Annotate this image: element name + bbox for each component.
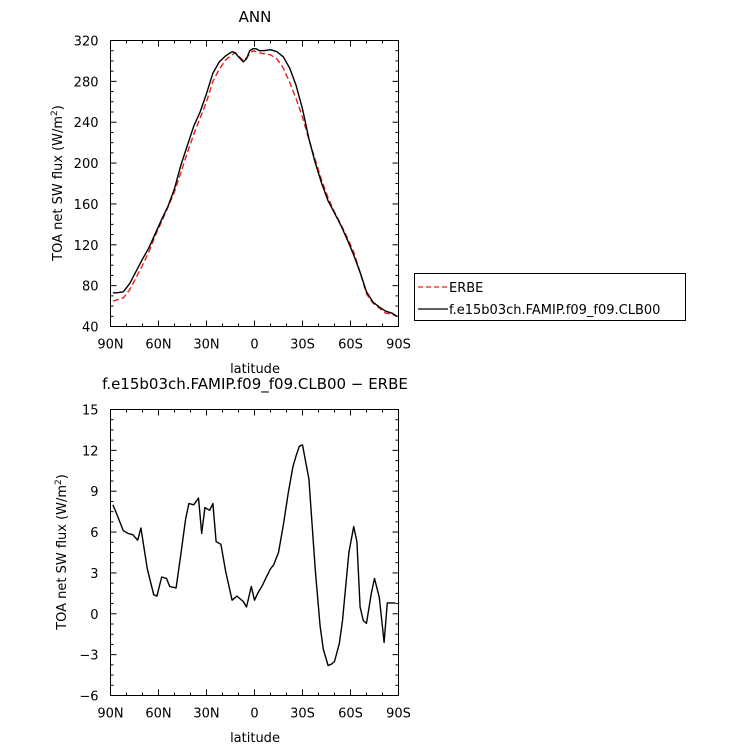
bottom-x-tick-label: 60N bbox=[145, 707, 171, 722]
top-x-tick-label: 90N bbox=[97, 338, 123, 353]
top-x-tick-label: 0 bbox=[250, 338, 258, 353]
top-y-tick-label: 200 bbox=[74, 157, 99, 172]
bottom-x-tick-label: 60S bbox=[338, 707, 363, 722]
top-x-tick-label: 60N bbox=[145, 338, 171, 353]
top-series-lines bbox=[112, 48, 398, 317]
top-y-axis-label: TOA net SW flux (W/m2) bbox=[50, 105, 66, 262]
bottom-x-axis-label: latitude bbox=[230, 731, 280, 746]
bottom-plot-frame bbox=[110, 409, 399, 696]
bottom-x-tick-label: 0 bbox=[250, 707, 258, 722]
bottom-x-tick-label: 30N bbox=[193, 707, 219, 722]
top-series-line-erbe bbox=[112, 50, 398, 317]
top-y-tick-label: 280 bbox=[74, 75, 99, 90]
bottom-y-tick-label: 12 bbox=[82, 444, 99, 459]
top-x-tick-label: 90S bbox=[386, 338, 411, 353]
bottom-series-lines bbox=[112, 444, 396, 667]
bottom-y-tick-label: −6 bbox=[79, 690, 98, 705]
legend-label-model: f.e15b03ch.FAMIP.f09_f09.CLB00 bbox=[449, 303, 660, 318]
bottom-x-ticks: 90N 60N 30N 0 30S 60S 90S bbox=[97, 409, 411, 722]
top-y-tick-label: 240 bbox=[74, 116, 99, 131]
bottom-y-ticks: −6 −3 0 3 6 9 12 15 bbox=[79, 404, 399, 705]
top-x-tick-label: 60S bbox=[338, 338, 363, 353]
bottom-y-axis-label: TOA net SW flux (W/m2) bbox=[54, 474, 70, 631]
bottom-x-tick-label: 90S bbox=[386, 707, 411, 722]
top-x-axis-label: latitude bbox=[230, 362, 280, 377]
top-x-tick-label: 30S bbox=[290, 338, 315, 353]
top-series-line-f-e15b03ch-famip-f09-f09-clb00 bbox=[112, 48, 398, 317]
top-panel: ANN 90N 60N 30N 0 30S 60S 90S 40 80 120 160 200 240… bbox=[50, 8, 686, 377]
top-y-tick-label: 120 bbox=[74, 239, 99, 254]
bottom-y-tick-label: −3 bbox=[79, 649, 98, 664]
top-y-tick-label: 320 bbox=[74, 35, 99, 50]
bottom-series-line-0 bbox=[112, 444, 396, 667]
legend-box bbox=[414, 273, 686, 321]
bottom-y-tick-label: 0 bbox=[90, 608, 98, 623]
bottom-y-tick-label: 15 bbox=[82, 404, 99, 419]
top-y-tick-label: 40 bbox=[82, 321, 99, 336]
bottom-panel: f.e15b03ch.FAMIP.f09_f09.CLB00 − ERBE 90… bbox=[54, 375, 411, 746]
bottom-chart-title: f.e15b03ch.FAMIP.f09_f09.CLB00 − ERBE bbox=[102, 375, 408, 394]
top-plot-frame bbox=[110, 40, 399, 327]
legend-label-erbe: ERBE bbox=[449, 281, 483, 296]
bottom-y-tick-label: 9 bbox=[90, 485, 98, 500]
bottom-y-tick-label: 3 bbox=[90, 567, 98, 582]
bottom-x-tick-label: 90N bbox=[97, 707, 123, 722]
top-y-tick-label: 160 bbox=[74, 198, 99, 213]
top-x-ticks: 90N 60N 30N 0 30S 60S 90S bbox=[97, 40, 411, 353]
top-y-ticks: 40 80 120 160 200 240 280 320 bbox=[74, 35, 399, 336]
top-x-tick-label: 30N bbox=[193, 338, 219, 353]
top-y-tick-label: 80 bbox=[82, 280, 99, 295]
legend: ERBE f.e15b03ch.FAMIP.f09_f09.CLB00 bbox=[414, 273, 686, 321]
top-chart-title: ANN bbox=[239, 8, 272, 26]
bottom-y-tick-label: 6 bbox=[90, 526, 98, 541]
bottom-x-tick-label: 30S bbox=[290, 707, 315, 722]
